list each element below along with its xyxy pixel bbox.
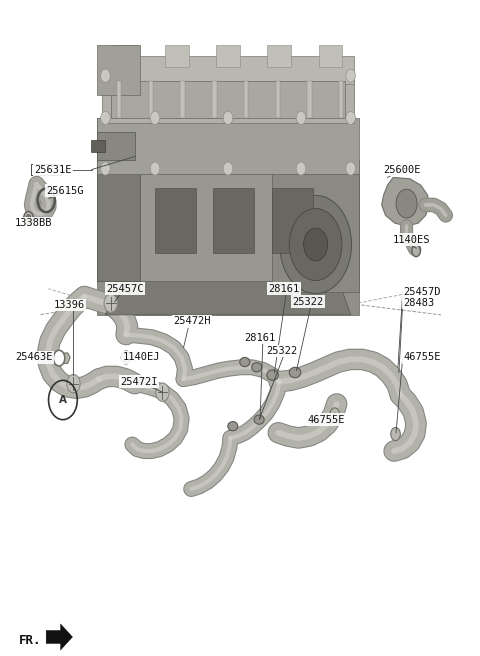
Circle shape xyxy=(280,195,351,294)
Circle shape xyxy=(150,112,160,125)
Circle shape xyxy=(104,294,118,312)
Polygon shape xyxy=(103,75,354,123)
Text: 25472I: 25472I xyxy=(120,377,158,386)
Polygon shape xyxy=(382,177,429,226)
Text: 46755E: 46755E xyxy=(404,352,441,363)
Text: FR.: FR. xyxy=(19,634,41,647)
Polygon shape xyxy=(46,624,72,650)
Text: A: A xyxy=(59,395,67,405)
Polygon shape xyxy=(96,132,134,160)
Ellipse shape xyxy=(240,358,250,367)
Polygon shape xyxy=(214,188,254,253)
Polygon shape xyxy=(307,81,312,118)
Polygon shape xyxy=(96,174,360,281)
Circle shape xyxy=(121,351,131,364)
Polygon shape xyxy=(319,45,342,67)
Polygon shape xyxy=(91,140,106,152)
Circle shape xyxy=(304,228,327,261)
Polygon shape xyxy=(216,45,240,67)
Text: 25600E: 25600E xyxy=(384,165,421,174)
Polygon shape xyxy=(117,81,121,118)
Polygon shape xyxy=(339,81,343,118)
Polygon shape xyxy=(272,174,360,293)
Text: 46755E: 46755E xyxy=(307,415,345,424)
Ellipse shape xyxy=(289,367,301,378)
Circle shape xyxy=(223,112,233,125)
Text: 25472H: 25472H xyxy=(173,316,211,327)
Ellipse shape xyxy=(254,415,264,424)
Circle shape xyxy=(24,211,33,224)
Circle shape xyxy=(101,112,110,125)
Circle shape xyxy=(346,112,356,125)
Circle shape xyxy=(296,112,306,125)
Polygon shape xyxy=(106,281,351,315)
Polygon shape xyxy=(96,45,141,95)
Circle shape xyxy=(53,350,65,366)
Polygon shape xyxy=(96,160,360,315)
Circle shape xyxy=(101,69,110,82)
Text: 1140ES: 1140ES xyxy=(393,235,431,245)
Circle shape xyxy=(26,215,31,221)
Polygon shape xyxy=(96,118,141,281)
Polygon shape xyxy=(165,45,189,67)
Text: 25457D: 25457D xyxy=(404,287,441,297)
Circle shape xyxy=(396,189,417,218)
Polygon shape xyxy=(149,81,153,118)
Polygon shape xyxy=(272,188,312,253)
Polygon shape xyxy=(114,45,138,67)
Polygon shape xyxy=(267,45,291,67)
Ellipse shape xyxy=(228,422,238,431)
Text: 25322: 25322 xyxy=(293,297,324,307)
Polygon shape xyxy=(111,81,345,118)
Text: 28161: 28161 xyxy=(244,333,275,343)
Ellipse shape xyxy=(252,363,262,372)
Circle shape xyxy=(330,408,339,421)
Text: 13396: 13396 xyxy=(53,300,84,310)
Circle shape xyxy=(346,162,356,175)
Polygon shape xyxy=(47,353,70,363)
Text: 1140EJ: 1140EJ xyxy=(123,352,160,363)
Circle shape xyxy=(412,245,420,256)
Text: 25631E: 25631E xyxy=(34,165,72,174)
Text: 28161: 28161 xyxy=(269,284,300,294)
Circle shape xyxy=(289,209,342,281)
Circle shape xyxy=(101,162,110,175)
Circle shape xyxy=(150,162,160,175)
Text: 25457C: 25457C xyxy=(106,284,144,294)
Text: 25463E: 25463E xyxy=(15,352,52,363)
Polygon shape xyxy=(180,81,185,118)
Circle shape xyxy=(296,162,306,175)
Polygon shape xyxy=(96,118,360,174)
Text: 28483: 28483 xyxy=(404,298,435,308)
Polygon shape xyxy=(244,81,248,118)
Circle shape xyxy=(346,69,356,82)
Text: 25322: 25322 xyxy=(266,346,298,356)
Polygon shape xyxy=(276,81,280,118)
Polygon shape xyxy=(155,188,196,253)
Polygon shape xyxy=(103,56,354,84)
Ellipse shape xyxy=(267,370,278,380)
Text: 25615G: 25615G xyxy=(46,186,84,195)
Circle shape xyxy=(223,162,233,175)
Circle shape xyxy=(391,428,400,441)
Circle shape xyxy=(156,383,169,401)
Text: 1338BB: 1338BB xyxy=(15,218,52,228)
Polygon shape xyxy=(212,81,216,118)
Circle shape xyxy=(67,375,80,393)
